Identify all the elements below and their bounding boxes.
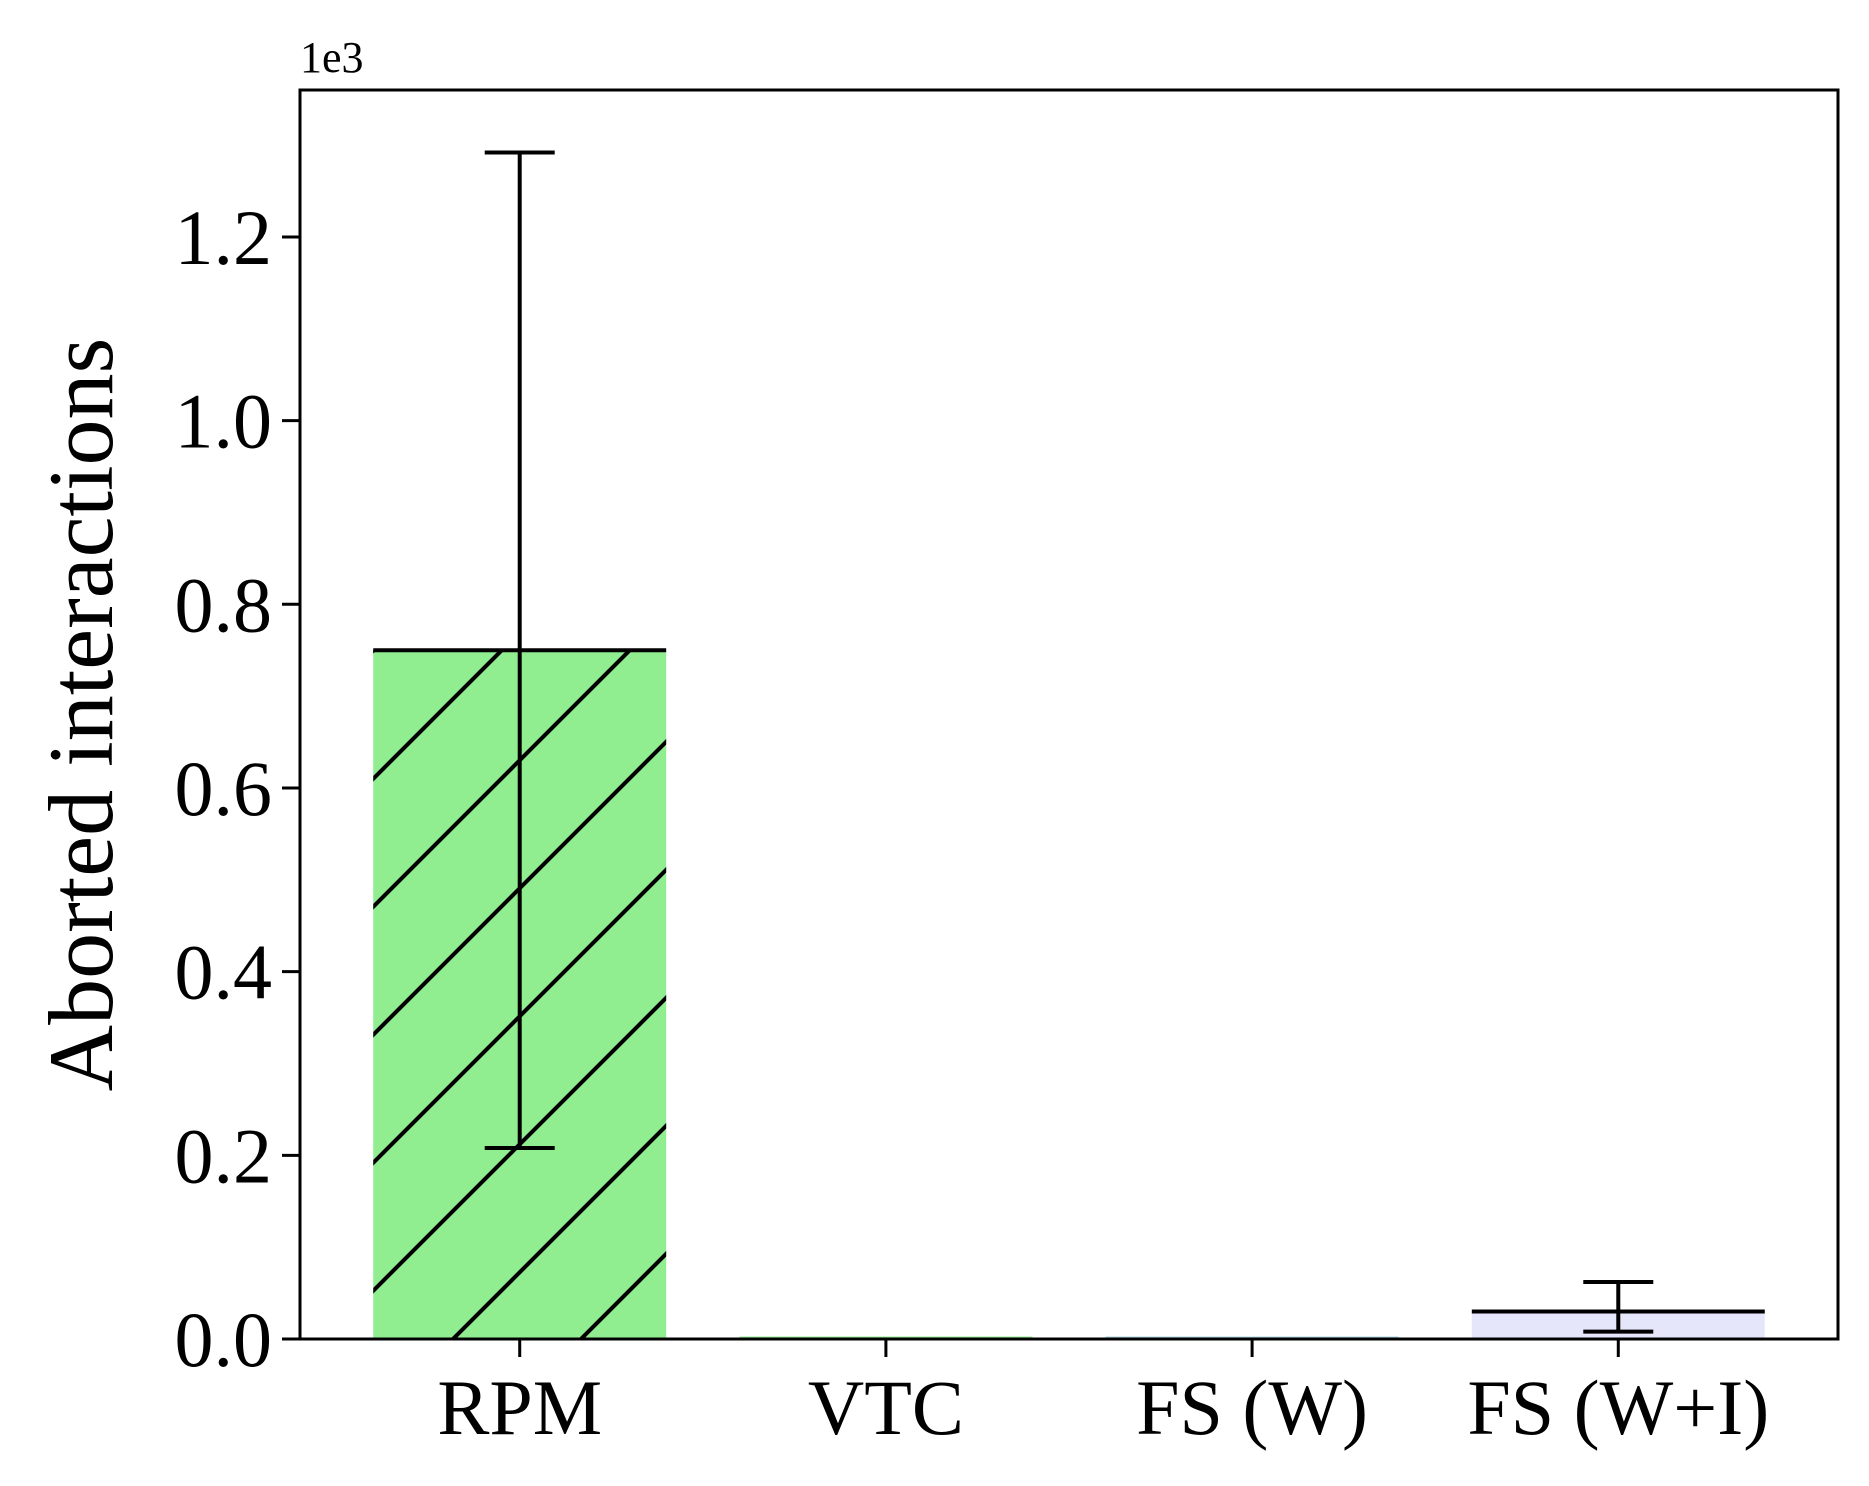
x-tick-label-2: FS (W) (1136, 1364, 1368, 1451)
axis-offset-text: 1e3 (300, 33, 364, 82)
error-bars-layer (484, 150, 1654, 1334)
x-axis: RPM VTC FS (W) FS (W+I) (437, 1339, 1769, 1451)
x-tick-label-1: VTC (808, 1364, 964, 1451)
plot-frame (298, 88, 1840, 1341)
y-axis-label: Aborted interactions (30, 338, 132, 1092)
error-bar-0 (484, 150, 555, 1150)
y-tick-label-2: 0.4 (175, 929, 273, 1016)
y-tick-label-5: 1.0 (175, 378, 273, 465)
y-tick-label-0: 0.0 (175, 1296, 273, 1383)
x-tick-label-0: RPM (437, 1364, 602, 1451)
bars-layer (373, 648, 1765, 1340)
y-tick-label-3: 0.6 (175, 745, 273, 832)
y-axis: 0.0 0.2 0.4 0.6 0.8 1.0 1.2 (175, 194, 300, 1383)
error-bar-3 (1583, 1280, 1654, 1334)
y-tick-label-4: 0.8 (175, 561, 273, 648)
y-tick-label-6: 1.2 (175, 194, 273, 281)
y-tick-label-1: 0.2 (175, 1112, 273, 1199)
x-tick-label-3: FS (W+I) (1467, 1364, 1769, 1451)
